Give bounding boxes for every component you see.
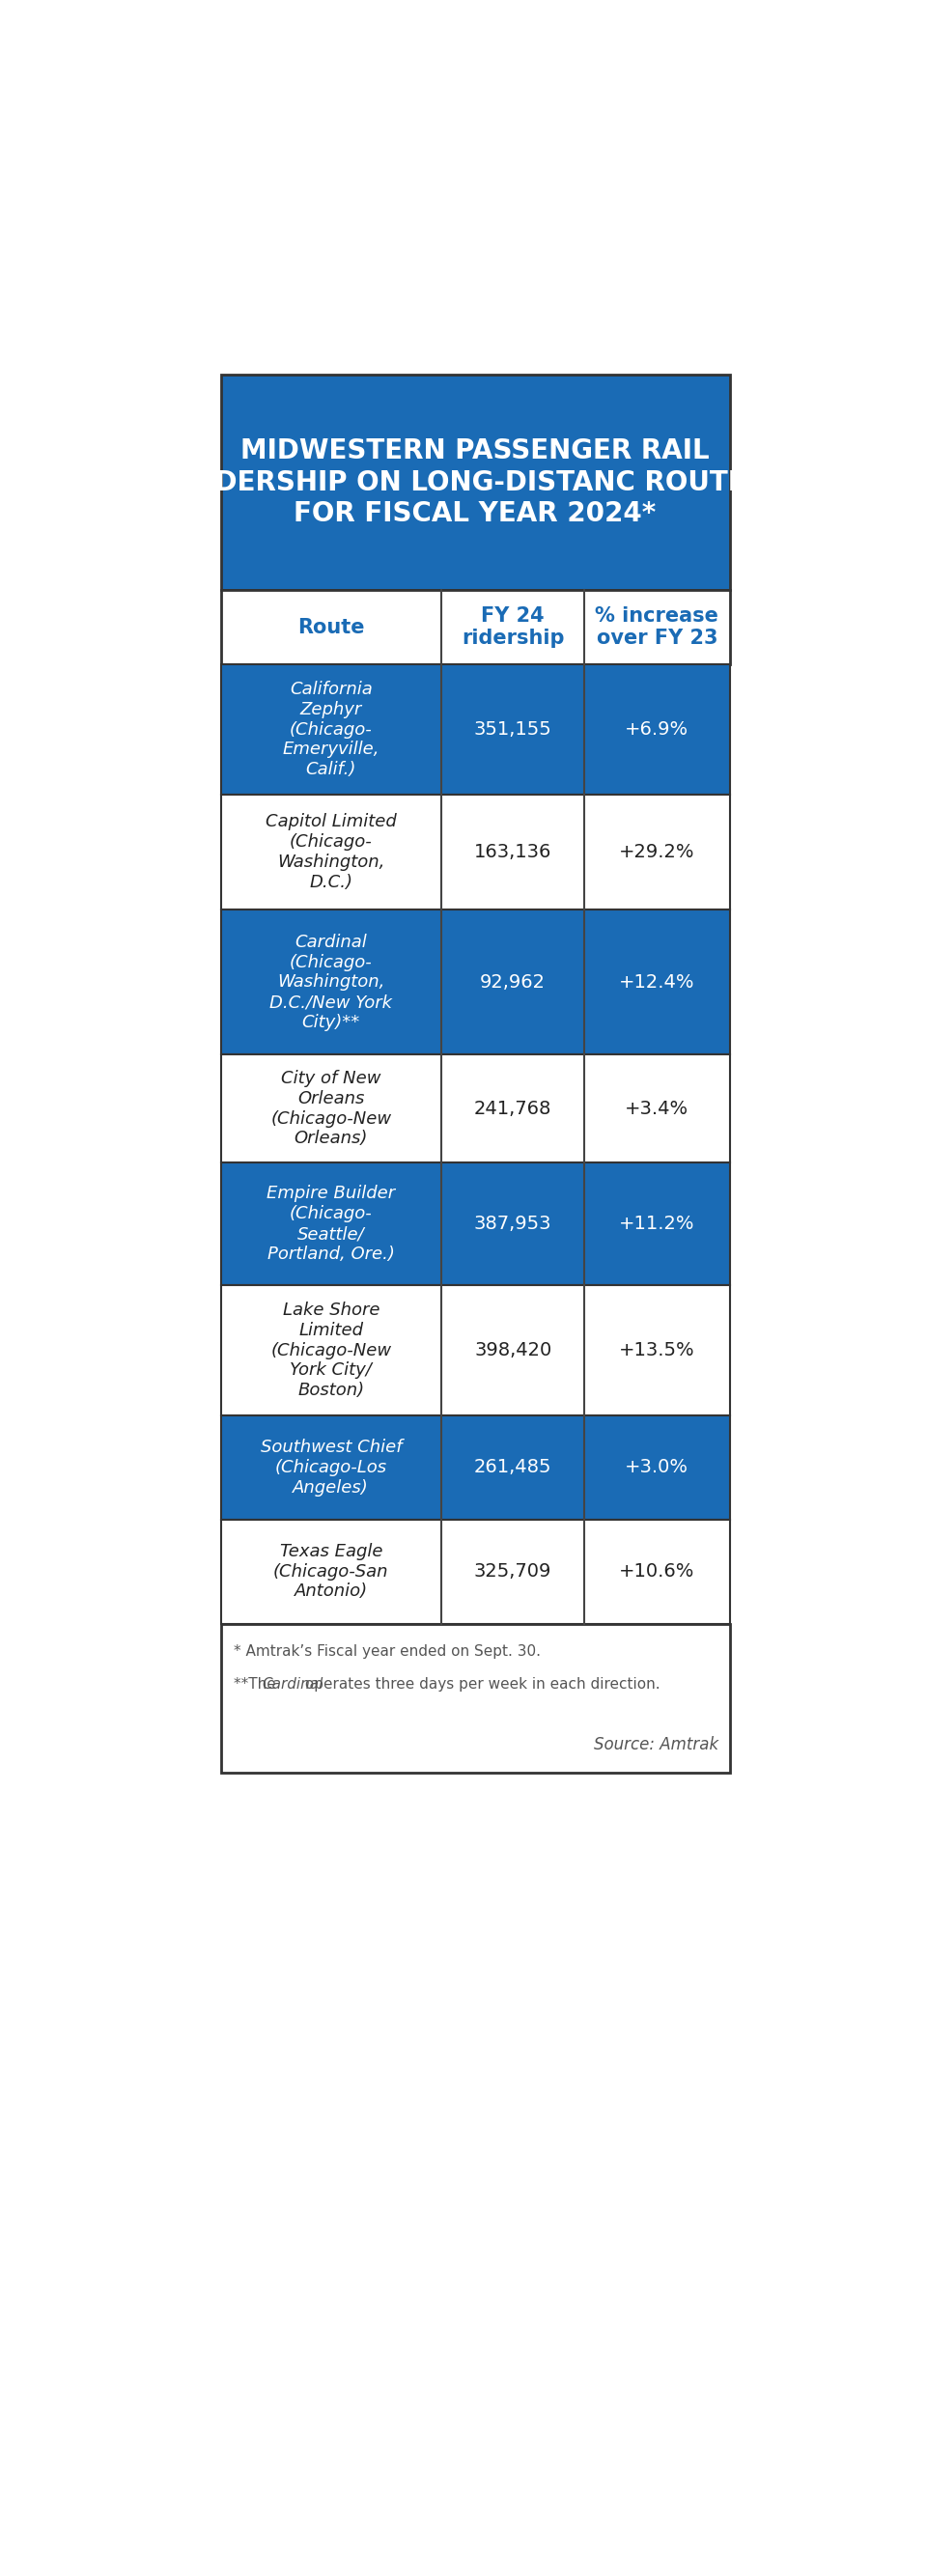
Text: % increase
over FY 23: % increase over FY 23	[595, 605, 718, 649]
Text: City of New
Orleans
(Chicago-New
Orleans): City of New Orleans (Chicago-New Orleans…	[271, 1069, 391, 1146]
Bar	[221, 1520, 730, 1623]
Bar	[221, 1054, 730, 1162]
Text: 398,420: 398,420	[474, 1342, 552, 1360]
Text: +12.4%: +12.4%	[619, 974, 695, 992]
Text: +3.4%: +3.4%	[625, 1100, 689, 1118]
Bar	[221, 374, 730, 590]
Text: operates three days per week in each direction.: operates three days per week in each dir…	[300, 1677, 660, 1692]
Bar	[221, 665, 730, 793]
Text: +6.9%: +6.9%	[625, 721, 689, 739]
Bar	[221, 1285, 730, 1414]
Bar	[221, 1162, 730, 1285]
Text: 351,155: 351,155	[474, 721, 552, 739]
Text: 92,962: 92,962	[480, 974, 546, 992]
Text: 325,709: 325,709	[474, 1561, 552, 1582]
Bar	[221, 793, 730, 909]
Text: Empire Builder
(Chicago-
Seattle/
Portland, Ore.): Empire Builder (Chicago- Seattle/ Portla…	[267, 1185, 395, 1262]
Text: +10.6%: +10.6%	[619, 1561, 694, 1582]
Text: Texas Eagle
(Chicago-San
Antonio): Texas Eagle (Chicago-San Antonio)	[273, 1543, 388, 1600]
Text: 241,768: 241,768	[474, 1100, 552, 1118]
Text: **The: **The	[235, 1677, 281, 1692]
Bar	[221, 1414, 730, 1520]
Text: Capitol Limited
(Chicago-
Washington,
D.C.): Capitol Limited (Chicago- Washington, D.…	[265, 814, 397, 891]
Text: Source: Amtrak: Source: Amtrak	[593, 1736, 718, 1754]
Text: +11.2%: +11.2%	[619, 1216, 695, 1234]
Bar	[221, 909, 730, 1054]
Text: 163,136: 163,136	[474, 842, 552, 860]
Text: FY 24
ridership: FY 24 ridership	[462, 605, 565, 649]
Text: 387,953: 387,953	[474, 1216, 552, 1234]
Text: +3.0%: +3.0%	[625, 1458, 689, 1476]
Bar	[221, 590, 730, 665]
Text: +29.2%: +29.2%	[619, 842, 695, 860]
Bar	[221, 1623, 730, 1772]
Text: Southwest Chief
(Chicago-Los
Angeles): Southwest Chief (Chicago-Los Angeles)	[260, 1437, 401, 1497]
Text: +13.5%: +13.5%	[619, 1342, 695, 1360]
Text: Cardinal: Cardinal	[262, 1677, 324, 1692]
Text: * Amtrak’s Fiscal year ended on Sept. 30.: * Amtrak’s Fiscal year ended on Sept. 30…	[235, 1643, 541, 1659]
Text: Route: Route	[298, 618, 364, 636]
Text: California
Zephyr
(Chicago-
Emeryville,
Calif.): California Zephyr (Chicago- Emeryville, …	[283, 680, 379, 778]
Text: MIDWESTERN PASSENGER RAIL
RIDERSHIP ON LONG-DISTANC ROUTES
FOR FISCAL YEAR 2024*: MIDWESTERN PASSENGER RAIL RIDERSHIP ON L…	[184, 438, 766, 528]
Text: 261,485: 261,485	[474, 1458, 552, 1476]
Text: Lake Shore
Limited
(Chicago-New
York City/
Boston): Lake Shore Limited (Chicago-New York Cit…	[271, 1301, 391, 1399]
Text: Cardinal
(Chicago-
Washington,
D.C./New York
City)**: Cardinal (Chicago- Washington, D.C./New …	[270, 933, 392, 1030]
